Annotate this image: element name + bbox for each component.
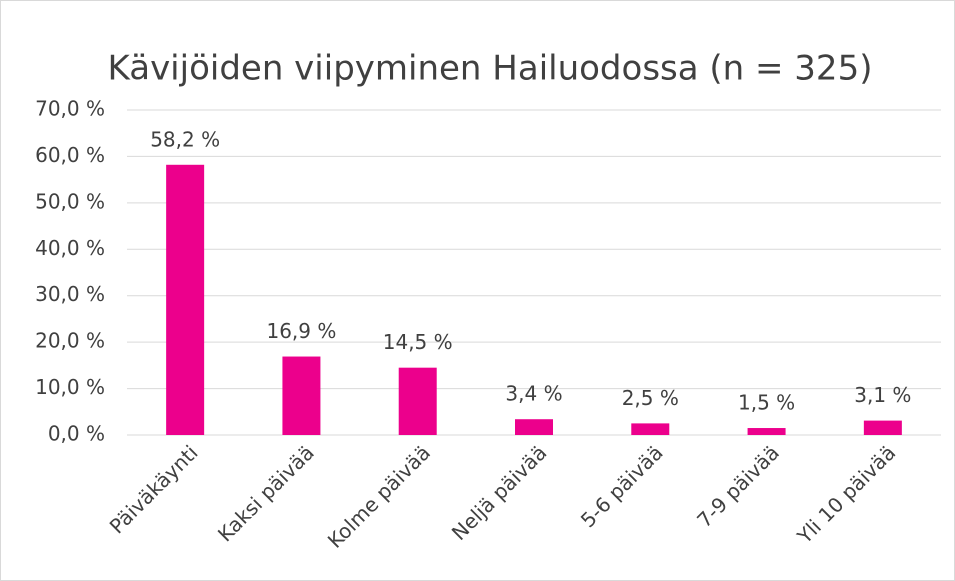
data-label: 16,9 % bbox=[266, 319, 336, 343]
bar bbox=[515, 419, 553, 435]
bar bbox=[747, 428, 786, 435]
data-label: 14,5 % bbox=[383, 330, 453, 354]
bar bbox=[282, 356, 321, 435]
bar bbox=[166, 164, 205, 436]
data-label: 1,5 % bbox=[738, 391, 795, 415]
bar bbox=[631, 423, 670, 435]
bar bbox=[398, 367, 437, 435]
y-tick-label: 40,0 % bbox=[35, 236, 105, 260]
data-label: 3,1 % bbox=[854, 383, 911, 407]
data-label: 58,2 % bbox=[150, 127, 220, 151]
y-tick-label: 60,0 % bbox=[35, 143, 105, 167]
data-label: 3,4 % bbox=[505, 382, 562, 406]
y-tick-label: 50,0 % bbox=[35, 189, 105, 213]
y-tick-label: 10,0 % bbox=[35, 375, 105, 399]
chart-title: Kävijöiden viipyminen Hailuodossa (n = 3… bbox=[108, 49, 873, 89]
y-tick-label: 30,0 % bbox=[35, 282, 105, 306]
bar bbox=[863, 420, 902, 435]
y-tick-label: 20,0 % bbox=[35, 329, 105, 353]
data-label: 2,5 % bbox=[622, 386, 679, 410]
y-tick-label: 70,0 % bbox=[35, 97, 105, 121]
y-tick-label: 0,0 % bbox=[48, 422, 105, 446]
